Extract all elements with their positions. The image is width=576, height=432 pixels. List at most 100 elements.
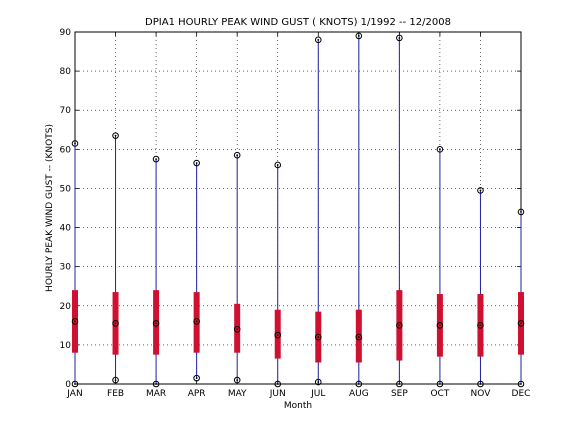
min-marker [314,378,322,386]
min-marker-dot [276,383,279,385]
iqr-box [234,303,241,353]
max-marker-dot [520,211,522,213]
max-marker-dot [236,154,239,157]
plot-area-frame [74,31,522,385]
chart-title: DPIA1 HOURLY PEAK WIND GUST ( KNOTS) 1/1… [145,17,451,28]
y-tick-label: 10 [60,341,72,351]
x-tick-label: DEC [512,389,531,399]
x-axis: JAN FEB MAR APR MAY JUN JUL AUG SEP OCT NOV DEC [66,32,530,399]
min-marker [436,380,444,388]
x-tick-label: OCT [430,389,449,399]
y-tick-label: 30 [60,263,72,273]
max-marker [193,159,200,167]
median-marker [152,320,160,327]
min-marker [355,380,363,388]
x-axis-label: Month [284,401,312,411]
max-marker [112,132,119,139]
max-marker [71,140,79,147]
max-marker-dot [155,158,157,161]
max-marker [355,32,363,40]
median-marker [355,333,363,341]
min-marker [477,380,484,388]
median-marker-dot [74,320,76,323]
x-tick-label: APR [188,389,206,399]
min-marker [112,376,119,384]
min-marker [396,380,403,388]
max-marker-dot [114,134,117,137]
median-marker [274,331,282,339]
min-marker-dot [317,381,320,383]
min-marker [233,376,241,384]
min-marker [71,380,79,388]
x-tick-label: MAY [228,389,247,399]
x-tick-label: JUN [269,389,286,399]
y-tick-label: 50 [60,184,72,194]
max-marker-dot [317,38,320,41]
median-marker-dot [479,324,482,327]
x-tick-label: FEB [107,389,124,399]
median-marker-dot [114,322,117,325]
median-marker-dot [317,336,320,338]
x-tick-label: JUL [310,389,325,399]
max-marker-dot [479,189,482,192]
min-marker-dot [114,379,117,381]
y-tick-label: 0 [65,380,71,390]
min-marker [517,380,525,388]
min-marker-dot [155,383,157,385]
max-marker-dot [276,164,279,166]
median-marker [517,320,525,327]
median-marker-dot [236,328,239,331]
max-marker-dot [439,148,441,151]
min-marker-dot [236,379,239,381]
median-marker-dot [276,334,279,337]
median-marker [477,322,484,329]
max-marker [477,187,484,194]
min-marker-dot [74,383,76,385]
min-marker-dot [195,377,198,380]
min-marker-dot [439,383,441,385]
max-marker [152,155,160,163]
max-marker [314,36,322,44]
y-tick-label: 20 [60,302,72,312]
min-marker-dot [398,383,401,385]
max-marker [274,161,282,169]
min-marker [152,380,160,388]
y-axis-label: HOURLY PEAK WIND GUST -- (KNOTS) [45,124,55,292]
x-tick-label: AUG [349,389,369,399]
median-marker [436,322,444,329]
median-marker-dot [439,324,441,327]
grid-lines [75,32,521,384]
max-marker-dot [357,35,360,37]
iqr-box [193,292,200,353]
y-tick-label: 60 [60,145,72,155]
max-marker [436,146,444,153]
median-marker [112,320,119,327]
median-marker-dot [520,322,522,325]
median-marker [314,333,322,341]
min-marker-dot [357,383,360,385]
max-marker [396,34,403,42]
min-marker [193,374,200,382]
min-marker [274,380,282,388]
max-marker-dot [398,36,401,39]
iqr-box [153,290,160,355]
min-marker-dot [520,383,522,385]
median-marker [233,325,241,333]
box-series [71,32,525,388]
median-marker-dot [357,336,360,338]
max-marker-dot [195,162,198,164]
y-tick-label: 90 [60,28,72,38]
median-marker [396,322,403,329]
min-marker-dot [479,383,482,385]
x-tick-label: NOV [471,389,492,399]
median-marker [71,318,79,325]
y-tick-label: 70 [60,106,72,116]
iqr-box [355,309,362,363]
median-marker-dot [398,324,401,327]
x-tick-label: MAR [146,389,166,399]
x-tick-label: JAN [66,389,82,399]
max-marker [233,151,241,159]
iqr-box [274,309,281,359]
y-tick-label: 40 [60,224,72,234]
